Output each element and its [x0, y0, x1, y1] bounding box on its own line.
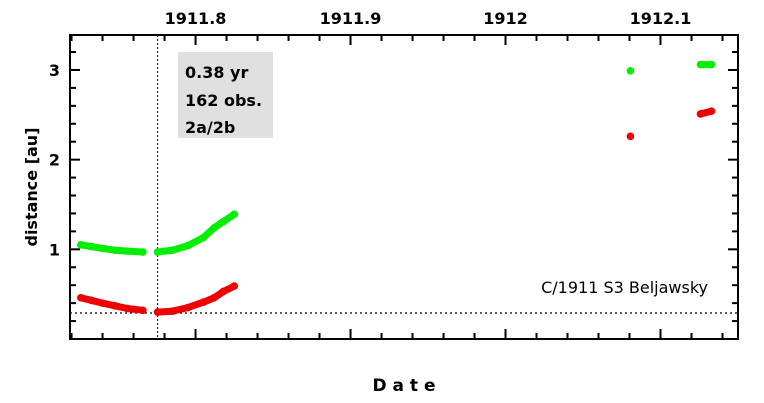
data-point	[98, 244, 107, 253]
annotation-box	[178, 52, 273, 138]
data-point	[696, 60, 705, 69]
data-point	[707, 60, 716, 69]
plot-frame	[69, 34, 739, 340]
y-axis-label: distance [au]	[22, 127, 41, 246]
data-point	[199, 298, 208, 307]
data-point	[626, 67, 635, 75]
x-axis-label: D a t e	[373, 376, 436, 396]
y-tick-label: 2	[49, 151, 60, 170]
data-point	[183, 303, 192, 312]
data-point	[111, 246, 119, 255]
data-point	[153, 248, 162, 256]
data-point	[696, 110, 705, 118]
data-point	[230, 210, 239, 219]
data-point	[139, 306, 147, 315]
data-point	[87, 242, 96, 251]
data-point	[210, 224, 218, 232]
x-tick-label: 1911.8	[165, 9, 227, 28]
x-tick-label: 1912	[483, 9, 528, 28]
data-point	[77, 241, 85, 249]
data-point	[707, 107, 716, 116]
data-point	[183, 241, 192, 250]
data-point	[168, 246, 177, 255]
data-point	[139, 248, 147, 256]
data-marks	[77, 60, 716, 316]
data-point	[153, 308, 162, 316]
x-tick-label: 1911.9	[320, 9, 382, 28]
y-tick-label: 1	[49, 240, 60, 259]
annotation-type: 2a/2b	[185, 118, 235, 137]
data-point	[98, 299, 107, 307]
axes: 1911.8 1911.9 1912 1912.1 1 2 3	[49, 9, 739, 340]
x-tick-label: 1912.1	[630, 9, 692, 28]
data-point	[230, 282, 239, 290]
data-point	[87, 296, 96, 305]
data-point	[77, 293, 85, 302]
annotation-span: 0.38 yr	[185, 63, 248, 82]
object-label: C/1911 S3 Beljawsky	[541, 278, 708, 297]
annotation-obs: 162 obs.	[185, 91, 262, 110]
data-point	[210, 293, 218, 302]
data-point	[199, 233, 208, 242]
data-point	[123, 304, 132, 313]
data-point	[123, 247, 132, 255]
data-point	[168, 307, 177, 316]
data-point	[626, 132, 635, 141]
data-point	[219, 287, 228, 296]
y-tick-label: 3	[49, 61, 60, 80]
data-point	[111, 302, 119, 310]
data-point	[219, 217, 228, 226]
